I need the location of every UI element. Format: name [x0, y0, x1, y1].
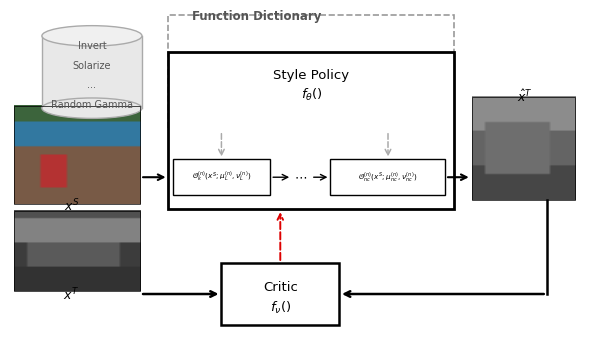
Bar: [14, 106, 140, 204]
Text: Style Policy: Style Policy: [273, 69, 349, 82]
FancyBboxPatch shape: [221, 263, 339, 325]
Text: $\mathcal{O}_{k}^{(n)}(x^S;\mu_L^{(n)},\nu_L^{(n)})$: $\mathcal{O}_{k}^{(n)}(x^S;\mu_L^{(n)},\…: [192, 170, 251, 184]
Text: Function Dictionary: Function Dictionary: [192, 10, 322, 23]
FancyBboxPatch shape: [330, 159, 445, 195]
Ellipse shape: [42, 98, 142, 118]
Text: Critic: Critic: [263, 281, 298, 294]
Text: $\hat{x}^T$: $\hat{x}^T$: [517, 89, 532, 105]
Text: $f_{\theta}()$: $f_{\theta}()$: [300, 87, 322, 103]
Text: $\mathcal{O}_{nc}^{(n)}(x^S;\mu_{nc}^{(n)},\nu_{nc}^{(n)})$: $\mathcal{O}_{nc}^{(n)}(x^S;\mu_{nc}^{(n…: [358, 170, 418, 184]
Text: ...: ...: [87, 80, 96, 90]
Ellipse shape: [42, 26, 142, 46]
Text: $x^T$: $x^T$: [63, 287, 80, 303]
Text: Invert: Invert: [77, 41, 106, 51]
FancyBboxPatch shape: [173, 159, 270, 195]
Bar: [471, 97, 575, 200]
Text: Sample a function and
its parameters: Sample a function and its parameters: [254, 61, 365, 83]
Text: $x^S$: $x^S$: [64, 198, 79, 214]
Text: Solarize: Solarize: [73, 61, 111, 71]
FancyBboxPatch shape: [169, 52, 454, 209]
Text: Random Gamma: Random Gamma: [51, 100, 133, 110]
Text: $f_{\nu}()$: $f_{\nu}()$: [270, 300, 291, 316]
Bar: [14, 211, 140, 291]
Bar: [42, 36, 142, 108]
Text: $\cdots$: $\cdots$: [294, 171, 307, 184]
